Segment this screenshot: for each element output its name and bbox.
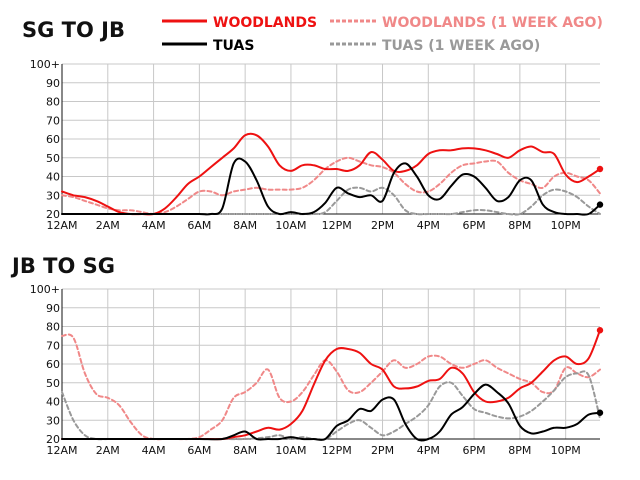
series-line-woodlands-week	[61, 156, 601, 215]
x-tick-label: 2AM	[96, 219, 120, 232]
x-tick-label: 2PM	[371, 444, 394, 457]
y-tick-label: 20	[46, 433, 60, 446]
x-tick-label: 6AM	[187, 219, 211, 232]
x-tick-label: 6AM	[187, 444, 211, 457]
x-tick-label: 4PM	[417, 219, 440, 232]
y-tick-label: 40	[46, 396, 60, 409]
legend-label-tuas-week: TUAS (1 WEEK AGO)	[382, 38, 540, 54]
x-tick-label: 12PM	[322, 219, 352, 232]
plot-jb-to-sg: 20 30 40 50 60 70 80 90 100+ 12AM 2AM 4AM 6AM 8AM 10AM…	[30, 283, 604, 457]
x-tick-label: 10PM	[551, 444, 581, 457]
x-tick-label: 4AM	[142, 444, 166, 457]
x-tick-label: 4PM	[417, 444, 440, 457]
y-tick-label: 90	[46, 77, 60, 90]
endpoint-marker-woodlands	[596, 327, 604, 334]
chart-title-sg-to-jb: SG TO JB	[22, 18, 125, 42]
y-tick-label: 20	[46, 208, 60, 221]
endpoint-marker-tuas	[596, 201, 604, 208]
y-tick-label: 50	[46, 152, 60, 165]
y-tick-label: 90	[46, 302, 60, 315]
y-tick-label: 100+	[30, 283, 60, 296]
x-tick-label: 2AM	[96, 444, 120, 457]
y-tick-label: 30	[46, 414, 60, 427]
x-tick-label: 12AM	[46, 219, 77, 232]
legend-label-woodlands-week: WOODLANDS (1 WEEK AGO)	[382, 15, 603, 31]
series-line-tuas-week	[61, 370, 601, 441]
x-tick-label: 2PM	[371, 219, 394, 232]
x-tick-label: 12PM	[322, 444, 352, 457]
y-tick-label: 50	[46, 377, 60, 390]
x-tick-label: 8AM	[233, 444, 257, 457]
x-tick-label: 6PM	[463, 444, 486, 457]
series-line-tuas	[61, 383, 601, 442]
x-tick-label: 8PM	[508, 444, 531, 457]
endpoint-marker-tuas	[596, 409, 604, 416]
series-line-woodlands	[61, 329, 601, 441]
y-tick-label: 100+	[30, 58, 60, 71]
y-tick-label: 40	[46, 171, 60, 184]
y-tick-label: 30	[46, 189, 60, 202]
x-tick-label: 8AM	[233, 219, 257, 232]
x-tick-label: 10AM	[275, 219, 306, 232]
series-line-tuas-week	[61, 186, 601, 216]
x-tick-label: 6PM	[463, 219, 486, 232]
x-tick-label: 10AM	[275, 444, 306, 457]
y-tick-label: 70	[46, 114, 60, 127]
x-tick-label: 8PM	[508, 219, 531, 232]
legend-label-tuas: TUAS	[213, 38, 254, 54]
series-line-tuas	[61, 157, 601, 216]
x-tick-label: 12AM	[46, 444, 77, 457]
legend-label-woodlands: WOODLANDS	[213, 15, 317, 31]
chart-title-jb-to-sg: JB TO SG	[10, 254, 115, 278]
y-tick-label: 60	[46, 358, 60, 371]
endpoint-marker-woodlands	[596, 165, 604, 173]
plot-sg-to-jb: 20 30 40 50 60 70 80 90 100+ 12AM 2AM 4AM 6AM 8AM 10AM…	[30, 58, 604, 232]
series-line-woodlands	[61, 132, 601, 216]
y-tick-label: 70	[46, 339, 60, 352]
y-tick-label: 60	[46, 133, 60, 146]
x-tick-label: 10PM	[551, 219, 581, 232]
x-tick-label: 4AM	[142, 219, 166, 232]
y-tick-label: 80	[46, 321, 60, 334]
y-tick-label: 80	[46, 96, 60, 109]
legend: WOODLANDS WOODLANDS (1 WEEK AGO) TUAS TU…	[162, 15, 603, 54]
